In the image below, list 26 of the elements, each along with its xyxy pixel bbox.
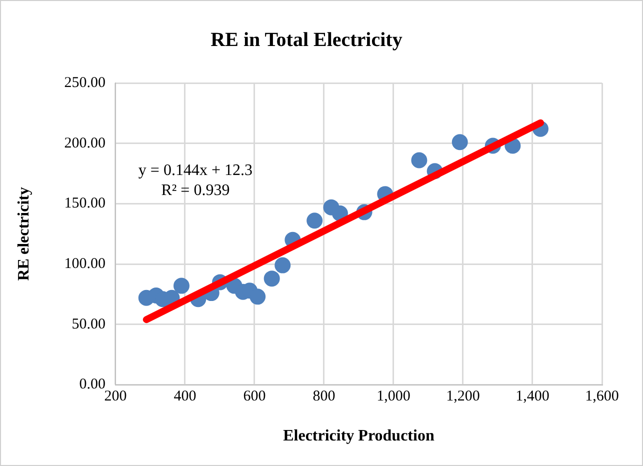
point <box>274 257 291 274</box>
y-tick-label: 250.00 <box>64 74 106 91</box>
x-tick-label: 200 <box>104 388 127 405</box>
point <box>411 152 428 168</box>
x-axis-title: Electricity Production <box>283 428 434 445</box>
y-tick-label: 100.00 <box>64 256 106 272</box>
point <box>306 212 323 229</box>
y-axis-title: RE electricity <box>16 187 33 281</box>
point <box>250 288 266 305</box>
x-tick-label: 1,400 <box>516 388 550 405</box>
x-tick-label: 1,000 <box>376 388 410 405</box>
chart-title: RE in Total Electricity <box>210 29 402 52</box>
point <box>264 270 280 287</box>
x-tick-label: 1,200 <box>446 388 480 405</box>
y-tick-label: 200.00 <box>64 135 106 152</box>
point <box>173 278 190 294</box>
x-tick-label: 800 <box>312 388 336 405</box>
annotation: R² = 0.939 <box>161 182 230 200</box>
point <box>452 134 468 150</box>
x-tick-label: 1,600 <box>585 388 619 405</box>
x-tick-label: 400 <box>174 388 196 405</box>
y-tick-label: 150.00 <box>64 196 106 212</box>
y-tick-label: 0.00 <box>79 376 106 393</box>
annotation: y = 0.144x + 12.3 <box>138 162 252 180</box>
x-tick-label: 600 <box>243 388 266 405</box>
y-tick-label: 50.00 <box>72 316 106 332</box>
